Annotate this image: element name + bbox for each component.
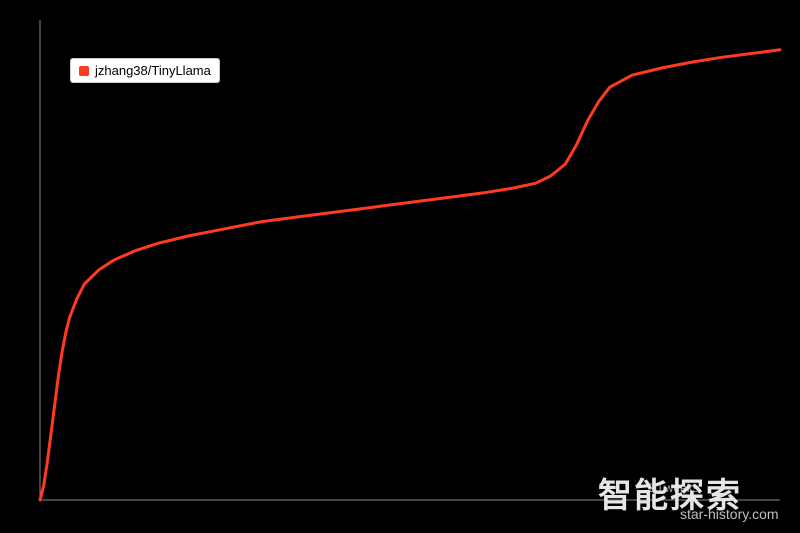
legend: jzhang38/TinyLlama	[70, 58, 220, 83]
star-history-chart: 20 weeks 智能探索 star-history.com jzhang38/…	[0, 0, 800, 533]
legend-swatch	[79, 66, 89, 76]
legend-label: jzhang38/TinyLlama	[95, 63, 211, 78]
